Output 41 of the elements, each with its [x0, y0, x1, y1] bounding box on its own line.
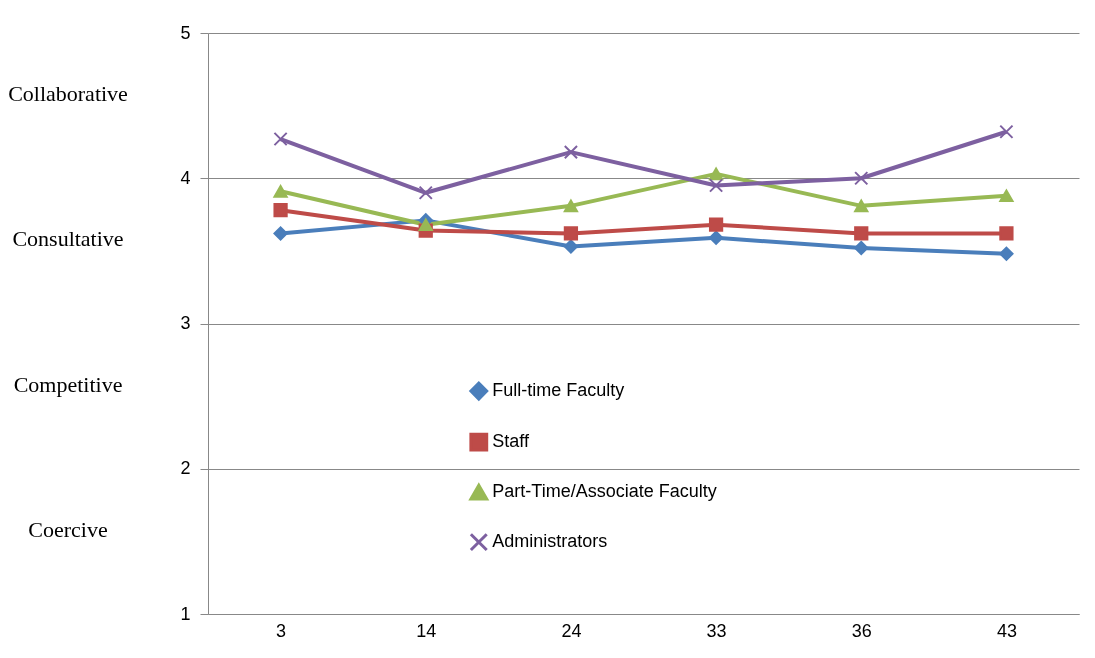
- y-tick-label: 1: [180, 603, 191, 624]
- point: [999, 226, 1014, 241]
- point: [273, 131, 288, 147]
- text: Coercive: [28, 516, 108, 542]
- point: [854, 199, 869, 213]
- y-tick-label: 2: [180, 458, 191, 479]
- legend-label: Administrators: [492, 531, 608, 552]
- point: [418, 218, 433, 232]
- point: [708, 217, 724, 232]
- legend-label: Part-Time/Associate Faculty: [492, 481, 717, 502]
- point: [563, 226, 579, 241]
- y-tick-label: 4: [180, 167, 191, 188]
- text: Collaborative: [8, 81, 128, 106]
- y-tick-label: 5: [180, 22, 191, 43]
- point: [708, 178, 724, 193]
- point: [563, 199, 579, 213]
- text: Consultative: [12, 226, 124, 252]
- point: [708, 167, 724, 181]
- legend-label: Full-time Faculty: [492, 380, 625, 401]
- legend-label: Staff: [492, 431, 530, 452]
- point: [273, 226, 288, 241]
- x-tick-label: 33: [706, 620, 727, 641]
- x-tick-label: 43: [996, 620, 1017, 641]
- text: Competitive: [13, 371, 123, 397]
- point: [854, 226, 869, 241]
- point: [999, 189, 1014, 202]
- x-tick-label: 14: [416, 620, 437, 641]
- point: [854, 240, 869, 256]
- x-tick-label: 3: [276, 620, 287, 641]
- point: [563, 144, 579, 160]
- point: [418, 185, 433, 200]
- point: [708, 230, 724, 245]
- point: [563, 239, 579, 254]
- y-tick-label: 3: [180, 313, 191, 333]
- point: [273, 203, 288, 218]
- point: [999, 124, 1014, 139]
- point: [273, 185, 288, 198]
- point: [854, 171, 869, 186]
- x-tick-label: 36: [851, 620, 872, 641]
- point: [999, 246, 1014, 261]
- x-tick-label: 24: [561, 620, 582, 641]
